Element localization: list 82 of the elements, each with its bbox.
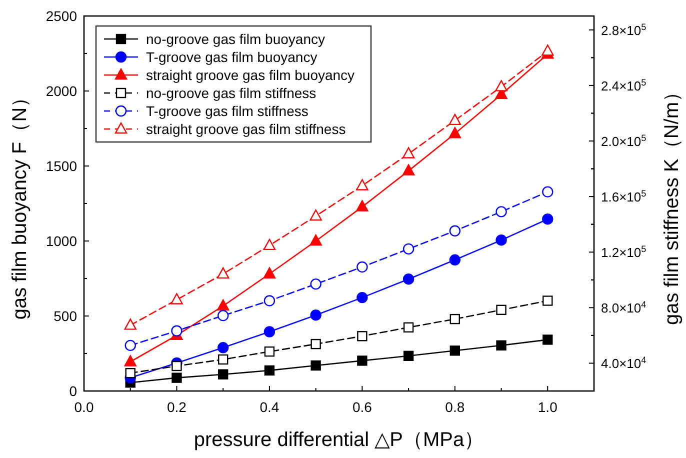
point — [356, 292, 368, 304]
y-tick-label: 1500 — [46, 158, 78, 174]
y-tick-label: 2500 — [46, 8, 78, 24]
point — [356, 179, 368, 190]
point — [356, 200, 368, 212]
point — [496, 340, 506, 350]
x-tick-label: 0.2 — [166, 399, 187, 415]
x-tick-label: 0.4 — [260, 399, 280, 415]
point — [124, 318, 136, 330]
point — [310, 209, 322, 221]
point — [495, 80, 508, 92]
point — [402, 147, 415, 158]
point — [402, 274, 414, 285]
point — [310, 338, 321, 350]
y2-tick-label: 1.6×10$^{5}$ — [601, 188, 646, 205]
point — [496, 206, 507, 218]
point — [542, 214, 554, 225]
point — [450, 346, 460, 356]
point — [496, 304, 506, 315]
point — [542, 334, 553, 345]
point — [217, 342, 229, 354]
point — [264, 346, 275, 357]
x-tick-label: 1.0 — [538, 399, 558, 415]
point — [496, 234, 507, 246]
legend-label: T-groove gas film buoyancy — [146, 49, 318, 65]
point — [449, 225, 461, 236]
y2-tick-label: 1.2×10$^{5}$ — [601, 244, 646, 260]
point — [357, 331, 368, 342]
y-tick-label: 500 — [54, 308, 78, 324]
point — [124, 340, 136, 352]
point — [356, 261, 368, 273]
point — [542, 44, 554, 56]
legend-label: T-groove gas film stiffness — [146, 103, 308, 119]
point — [217, 310, 229, 322]
point — [170, 293, 183, 304]
legend-label: no-groove gas film buoyancy — [146, 31, 325, 47]
point — [449, 254, 461, 266]
point — [172, 372, 182, 383]
point — [263, 267, 276, 278]
x-tick-label: 0.8 — [445, 399, 465, 415]
point — [264, 365, 275, 376]
y2-tick-label: 2.0×10$^{5}$ — [601, 133, 646, 149]
y2-tick-label: 8.0×10$^{4}$ — [601, 300, 646, 316]
x-tick-label: 0.6 — [352, 399, 372, 415]
y-tick-label: 0 — [69, 383, 78, 399]
point — [218, 354, 228, 365]
point — [542, 186, 554, 198]
point — [218, 369, 228, 380]
point — [448, 127, 462, 138]
point — [310, 234, 322, 246]
y2-axis-title: gas film stiffness K（N/m） — [661, 82, 683, 326]
point — [310, 278, 322, 290]
point — [216, 267, 230, 279]
legend-label: straight groove gas film buoyancy — [146, 67, 355, 83]
point — [171, 325, 182, 336]
y2-tick-label: 4.0×10$^{4}$ — [601, 355, 646, 372]
point — [357, 356, 368, 366]
point — [310, 310, 322, 321]
y-tick-label: 1000 — [46, 233, 78, 249]
y-axis-title: gas film buoyancy F（N） — [9, 87, 31, 320]
legend-label: straight groove gas film stiffness — [146, 121, 346, 137]
y2-tick-label: 2.8×10$^{5}$ — [601, 22, 646, 38]
point — [450, 314, 460, 324]
point — [172, 360, 182, 372]
point — [264, 326, 276, 338]
point — [216, 299, 230, 311]
y2-tick-label: 2.4×10$^{5}$ — [601, 77, 646, 94]
legend-label: no-groove gas film stiffness — [146, 85, 316, 101]
point — [125, 368, 136, 378]
point — [124, 355, 136, 366]
point — [402, 243, 414, 255]
point — [448, 114, 462, 126]
y-tick-label: 2000 — [46, 83, 78, 99]
point — [263, 238, 276, 250]
point — [402, 164, 415, 176]
x-axis-title: pressure differential △P（MPa） — [194, 429, 484, 451]
point — [264, 295, 276, 306]
x-tick-label: 0.0 — [74, 399, 94, 415]
point — [403, 350, 414, 361]
point — [542, 296, 553, 306]
point — [403, 322, 414, 332]
point — [310, 360, 321, 371]
